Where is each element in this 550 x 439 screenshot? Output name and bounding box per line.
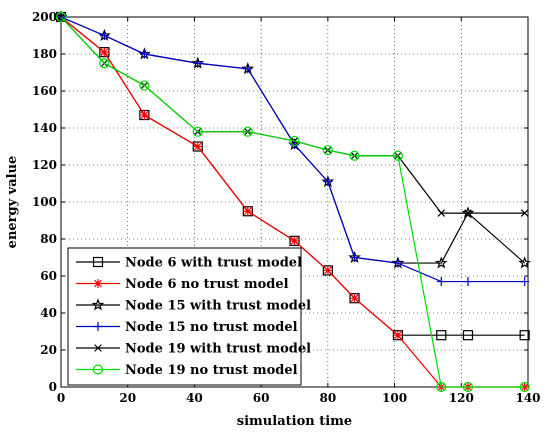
marker-circle	[519, 381, 530, 393]
x-tick-label: 140	[515, 391, 540, 405]
marker-circle	[289, 135, 300, 147]
marker-asterisk	[243, 206, 253, 216]
marker-asterisk	[93, 279, 103, 288]
legend-entry: Node 19 with trust model	[76, 342, 311, 357]
marker-square	[462, 330, 474, 341]
marker-plus	[99, 31, 109, 40]
x-axis-label: simulation time	[237, 414, 352, 429]
x-tick-label: 120	[449, 391, 474, 405]
legend-label: Node 6 with trust model	[125, 256, 302, 271]
marker-square	[92, 256, 104, 268]
marker-asterisk	[393, 330, 403, 340]
marker-circle	[436, 381, 447, 393]
legend-label: Node 19 no trust model	[125, 363, 298, 378]
legend-entry: Node 19 no trust model	[76, 363, 298, 378]
marker-circle	[92, 364, 104, 375]
y-tick-label: 0	[49, 380, 57, 394]
y-tick-label: 180	[32, 47, 57, 61]
marker-circle	[322, 145, 333, 156]
marker-star	[91, 298, 105, 311]
marker-plus	[436, 277, 446, 287]
marker-plus	[463, 277, 473, 287]
marker-plus	[393, 258, 403, 268]
marker-x	[94, 344, 102, 352]
legend-entry: Node 6 with trust model	[76, 256, 302, 271]
marker-plus	[520, 277, 530, 287]
x-tick-label: 40	[186, 391, 203, 405]
x-tick-label: 0	[57, 391, 65, 405]
marker-square	[436, 330, 447, 341]
marker-plus	[139, 49, 149, 59]
marker-x	[464, 209, 472, 217]
marker-star	[434, 256, 448, 269]
marker-plus	[350, 253, 360, 262]
y-tick-label: 40	[40, 306, 57, 320]
y-tick-label: 120	[32, 158, 57, 172]
marker-asterisk	[139, 110, 149, 120]
legend-entry: Node 6 no trust model	[76, 277, 289, 292]
legend: Node 6 with trust model Node 6 no trust m…	[67, 247, 311, 386]
legend-label: Node 15 with trust model	[125, 299, 311, 314]
y-tick-label: 200	[32, 10, 57, 24]
marker-star	[518, 256, 532, 269]
marker-circle	[462, 381, 474, 393]
series-line	[60, 16, 525, 214]
x-axis-ticks: 0 20 40 60 80 100 120 140	[57, 17, 541, 405]
y-tick-label: 20	[40, 343, 57, 357]
marker-square	[519, 330, 530, 341]
marker-circle	[139, 80, 150, 91]
y-axis-label: energy value	[5, 156, 20, 249]
series-4	[56, 12, 530, 287]
x-tick-label: 20	[119, 391, 136, 405]
marker-plus	[93, 322, 103, 331]
marker-plus	[243, 64, 253, 74]
series-5	[57, 13, 529, 217]
legend-label: Node 15 no trust model	[125, 320, 298, 335]
series-6	[55, 11, 530, 393]
marker-asterisk	[290, 236, 299, 246]
legend-entry: Node 15 with trust model	[76, 298, 311, 314]
marker-circle	[242, 126, 253, 137]
marker-circle	[192, 126, 203, 137]
y-tick-label: 60	[40, 269, 57, 283]
marker-circle	[99, 58, 110, 69]
series-layer	[54, 10, 532, 393]
marker-plus	[193, 58, 203, 68]
marker-plus	[323, 177, 333, 187]
marker-x	[437, 209, 446, 217]
x-tick-label: 100	[382, 391, 407, 405]
marker-x	[520, 209, 529, 217]
x-tick-label: 60	[253, 391, 270, 405]
y-tick-label: 100	[32, 195, 57, 209]
marker-circle	[392, 150, 404, 161]
y-axis-ticks: 0 20 40 60 80 100 120 140 160 180 200	[32, 10, 528, 394]
marker-star	[461, 206, 475, 219]
y-tick-label: 80	[40, 232, 57, 246]
y-tick-label: 160	[32, 84, 57, 98]
legend-label: Node 6 no trust model	[125, 277, 289, 292]
marker-circle	[55, 11, 67, 23]
marker-circle	[349, 150, 360, 161]
y-tick-label: 140	[32, 121, 57, 135]
legend-label: Node 19 with trust model	[125, 342, 311, 357]
marker-asterisk	[99, 47, 109, 57]
legend-entry: Node 15 no trust model	[76, 320, 298, 335]
marker-asterisk	[323, 265, 333, 275]
marker-asterisk	[350, 293, 360, 303]
marker-asterisk	[193, 142, 203, 151]
legend-box	[67, 247, 302, 386]
x-tick-label: 80	[320, 391, 337, 405]
